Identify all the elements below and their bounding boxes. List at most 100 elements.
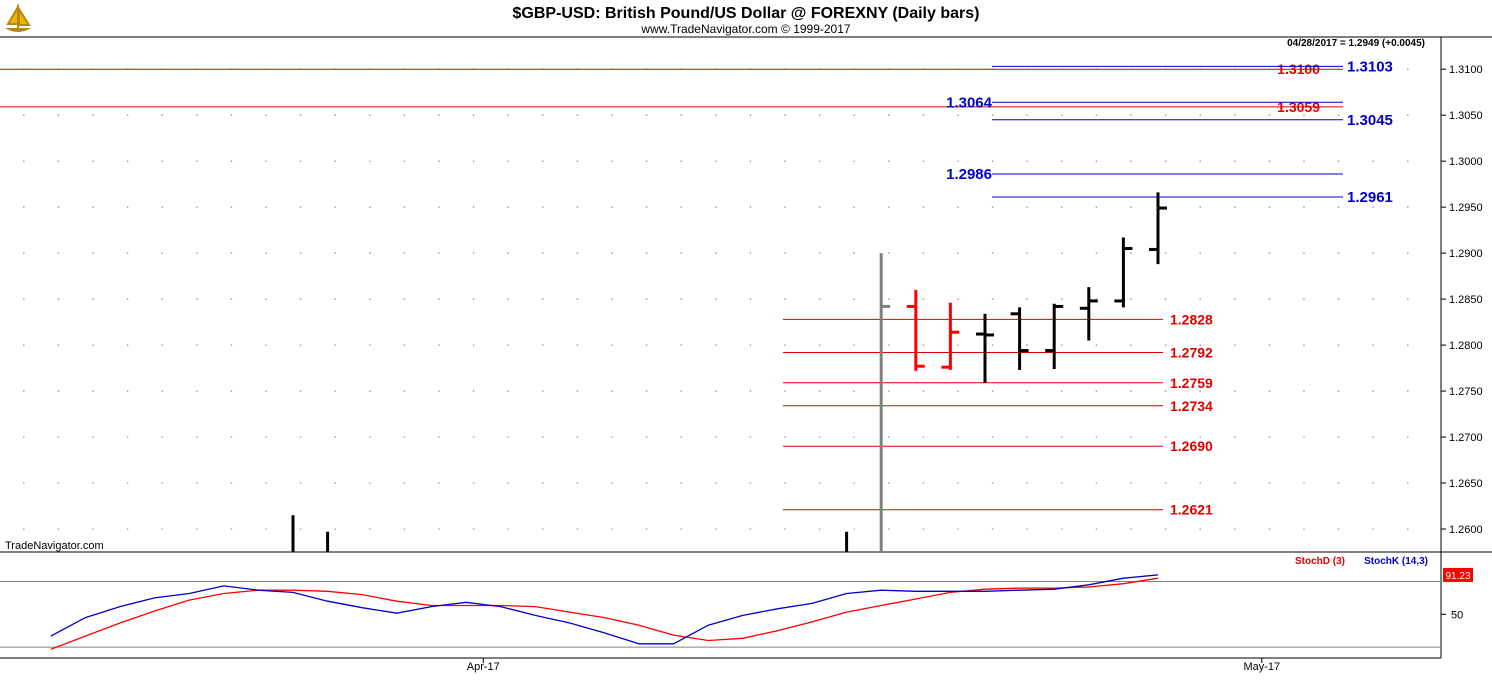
grid-dot bbox=[230, 482, 233, 484]
y-tick-label: 1.3000 bbox=[1449, 156, 1483, 168]
grid-dot bbox=[576, 160, 579, 162]
grid-dot bbox=[1372, 436, 1374, 438]
grid-dot bbox=[645, 528, 648, 530]
grid-dot bbox=[196, 206, 198, 208]
grid-dot bbox=[334, 298, 337, 300]
grid-dot bbox=[1061, 114, 1063, 116]
grid-dot bbox=[403, 206, 406, 208]
grid-dot bbox=[507, 528, 510, 530]
grid-dot bbox=[299, 114, 302, 116]
grid-dot bbox=[299, 206, 302, 208]
grid-dot bbox=[1337, 206, 1340, 208]
grid-dot bbox=[92, 252, 94, 254]
stoch-grid bbox=[0, 581, 1441, 648]
grid-dot bbox=[92, 344, 94, 346]
grid-dot bbox=[749, 114, 752, 116]
grid-dot bbox=[1026, 390, 1028, 392]
grid-dot bbox=[957, 436, 959, 438]
grid-dot bbox=[196, 344, 198, 346]
grid-dot bbox=[645, 482, 648, 484]
grid-dot bbox=[438, 344, 440, 346]
grid-dot bbox=[1130, 344, 1132, 346]
grid-dot bbox=[1199, 528, 1201, 530]
grid-dot bbox=[922, 298, 925, 300]
grid-dot bbox=[1199, 160, 1201, 162]
grid-dot bbox=[1234, 114, 1236, 116]
y-tick-label: 1.3100 bbox=[1449, 64, 1483, 76]
grid-dot bbox=[888, 206, 890, 208]
grid-dot bbox=[57, 436, 60, 438]
grid-dot bbox=[1095, 482, 1098, 484]
grid-dot bbox=[265, 206, 267, 208]
grid-dot bbox=[507, 114, 510, 116]
grid-dot bbox=[1372, 252, 1374, 254]
grid-dot bbox=[1164, 298, 1167, 300]
grid-dot bbox=[230, 160, 233, 162]
grid-dot bbox=[611, 298, 613, 300]
grid-dot bbox=[230, 252, 233, 254]
grid-dot bbox=[1303, 390, 1305, 392]
grid-dot bbox=[472, 298, 475, 300]
grid-dot bbox=[369, 252, 371, 254]
grid-dot bbox=[957, 344, 959, 346]
grid-dot bbox=[749, 482, 752, 484]
grid-dot bbox=[784, 252, 786, 254]
grid-dot bbox=[369, 528, 371, 530]
grid-dot bbox=[1164, 344, 1167, 346]
grid-dot bbox=[1164, 528, 1167, 530]
blue-level-label: 1.3064 bbox=[946, 94, 993, 111]
grid-dot bbox=[1407, 390, 1409, 392]
red-level-label: 1.2759 bbox=[1170, 375, 1213, 391]
grid-dot bbox=[1303, 206, 1305, 208]
grid-dot bbox=[1026, 528, 1028, 530]
grid-dot bbox=[853, 482, 855, 484]
grid-dot bbox=[57, 298, 60, 300]
grid-dot bbox=[472, 390, 475, 392]
red-level-label: 1.3100 bbox=[1277, 61, 1320, 77]
grid-dot bbox=[1372, 298, 1374, 300]
grid-dot bbox=[922, 252, 925, 254]
grid-dot bbox=[265, 252, 267, 254]
grid-dot bbox=[680, 344, 682, 346]
grid-dot bbox=[57, 206, 60, 208]
grid-dot bbox=[472, 252, 475, 254]
price-bars bbox=[291, 192, 1167, 552]
grid-dot bbox=[299, 482, 302, 484]
grid-dot bbox=[991, 252, 994, 254]
grid-dot bbox=[369, 344, 371, 346]
grid-dot bbox=[92, 114, 94, 116]
grid-dot bbox=[334, 528, 337, 530]
grid-dot bbox=[230, 528, 233, 530]
blue-level-label: 1.2961 bbox=[1347, 189, 1393, 206]
stoch-lines bbox=[50, 574, 1159, 650]
grid-dot bbox=[991, 160, 994, 162]
stoch-series-stochd bbox=[50, 577, 1159, 650]
grid-dot bbox=[818, 390, 821, 392]
grid-dot bbox=[1407, 252, 1409, 254]
grid-dot bbox=[265, 298, 267, 300]
grid-dot bbox=[57, 482, 60, 484]
app-logo[interactable] bbox=[3, 2, 35, 34]
grid-dot bbox=[888, 528, 890, 530]
blue-level-label: 1.2986 bbox=[946, 166, 992, 183]
grid-dot bbox=[92, 160, 94, 162]
y-tick-label: 1.2650 bbox=[1449, 478, 1483, 490]
y-tick-label: 1.3050 bbox=[1449, 110, 1483, 122]
grid-dot bbox=[161, 436, 163, 438]
grid-dot bbox=[334, 252, 337, 254]
grid-dot bbox=[1061, 252, 1063, 254]
stoch-legend: StochD (3) StochK (14,3) bbox=[1295, 556, 1428, 567]
grid-dot bbox=[403, 344, 406, 346]
grid-dot bbox=[1337, 160, 1340, 162]
grid-dot bbox=[1199, 252, 1201, 254]
grid-dot bbox=[818, 160, 821, 162]
grid-dot bbox=[438, 252, 440, 254]
chart-subtitle: www.TradeNavigator.com © 1999-2017 bbox=[640, 22, 850, 36]
grid-dot bbox=[611, 160, 613, 162]
grid-dot bbox=[680, 160, 682, 162]
grid-dot bbox=[1130, 160, 1132, 162]
grid-dot bbox=[1095, 344, 1098, 346]
grid-dot bbox=[1268, 206, 1271, 208]
grid-dot bbox=[403, 252, 406, 254]
